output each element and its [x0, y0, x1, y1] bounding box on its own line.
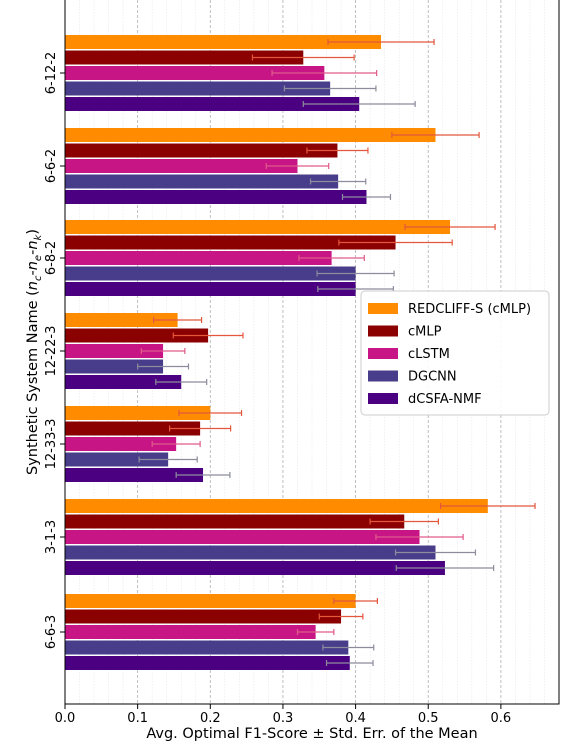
bar	[65, 190, 367, 204]
y-axis-title-part: Synthetic System Name (	[25, 290, 41, 475]
y-axis-title-part: e	[33, 255, 44, 261]
bar	[65, 656, 350, 670]
bar	[65, 220, 451, 234]
y-axis-title-part: n	[25, 240, 41, 249]
legend-swatch	[368, 325, 398, 337]
y-tick-label: 12-22-3	[44, 326, 59, 377]
legend-label: dCSFA-NMF	[408, 392, 482, 407]
bar	[65, 594, 356, 608]
x-tick-label: 0.1	[127, 711, 148, 726]
y-axis: 6-12-2 6-6-2 6-8-2 12-22-3 12-33-3 3-1-3 6-6-3	[44, 52, 65, 649]
bar	[65, 159, 298, 173]
y-axis-title-part: )	[25, 229, 41, 235]
x-tick-label: 0.2	[200, 711, 221, 726]
bar	[65, 35, 382, 49]
bar	[65, 66, 325, 80]
bar	[65, 328, 209, 343]
legend-swatch	[368, 303, 398, 314]
y-tick-label: 6-8-2	[44, 241, 59, 275]
y-tick-label: 3-1-3	[44, 520, 59, 554]
legend-box	[360, 290, 550, 416]
y-axis-title-part: -	[25, 270, 41, 275]
bar	[65, 406, 211, 420]
bar	[65, 81, 331, 96]
bar	[65, 266, 356, 281]
y-tick-label: 6-12-2	[44, 52, 59, 94]
bar	[65, 251, 332, 265]
y-tick-label: 6-6-3	[44, 615, 59, 649]
bar	[65, 235, 396, 250]
bar	[65, 143, 338, 158]
bar	[65, 421, 201, 436]
x-tick-label: 0.0	[55, 711, 76, 726]
y-axis-title-part: c	[33, 275, 44, 281]
bar	[65, 545, 436, 560]
bar	[65, 499, 488, 513]
bar	[65, 174, 339, 189]
y-tick-label: 6-6-2	[44, 149, 59, 183]
bar	[65, 514, 405, 529]
bar	[65, 437, 177, 451]
bar	[65, 375, 182, 389]
bar	[65, 530, 420, 544]
bar	[65, 640, 349, 655]
y-tick-label: 12-33-3	[44, 419, 59, 470]
y-axis-title-part: n	[25, 281, 41, 290]
x-tick-label: 0.5	[418, 711, 439, 726]
bar	[65, 50, 304, 65]
x-axis-title: Avg. Optimal F1-Score ± Std. Err. of the…	[146, 726, 477, 742]
legend-label: cLSTM	[408, 347, 450, 362]
y-axis-title-part: -	[25, 250, 41, 255]
legend: REDCLIFF-S (cMLP) cMLP cLSTM DGCNN dCSFA-NMF	[360, 290, 550, 416]
y-axis-title: Synthetic System Name (nc-ne-nk)	[25, 229, 44, 475]
bar	[65, 344, 164, 358]
x-tick-label: 0.4	[345, 711, 366, 726]
bar	[65, 97, 360, 111]
x-tick-label: 0.6	[491, 711, 512, 726]
x-tick-label: 0.3	[273, 711, 294, 726]
bar	[65, 282, 356, 296]
bar	[65, 625, 316, 639]
legend-label: REDCLIFF-S (cMLP)	[408, 302, 531, 317]
x-axis: 0.0 0.1 0.2 0.3 0.4 0.5 0.6	[55, 704, 512, 726]
legend-swatch	[368, 370, 398, 382]
legend-swatch	[368, 348, 398, 359]
bar	[65, 128, 436, 142]
bar	[65, 359, 164, 374]
legend-label: DGCNN	[408, 370, 457, 385]
bar	[65, 561, 445, 575]
bars	[65, 35, 536, 670]
bar	[65, 313, 178, 327]
bar	[65, 452, 169, 467]
y-axis-title-part: n	[25, 261, 41, 270]
legend-swatch	[368, 393, 398, 404]
y-axis-title-part: k	[33, 233, 44, 240]
bar	[65, 609, 342, 624]
legend-label: cMLP	[408, 325, 442, 340]
bar	[65, 468, 204, 482]
